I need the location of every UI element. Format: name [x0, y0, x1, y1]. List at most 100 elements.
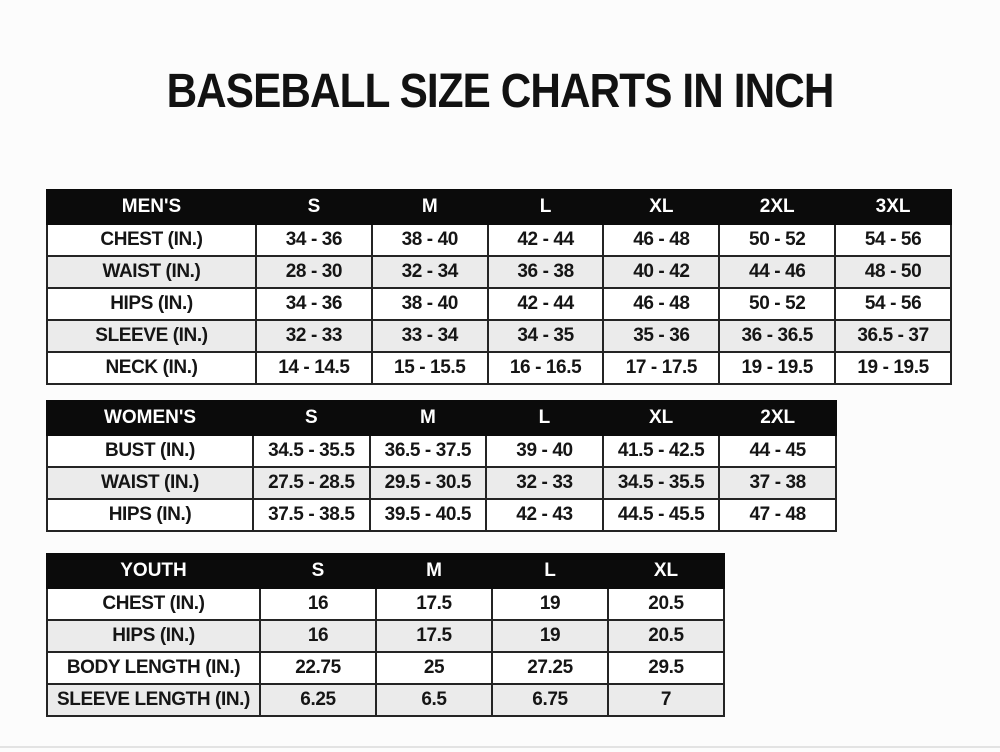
value-cell: 6.25 [259, 683, 377, 717]
value-cell: 39.5 - 40.5 [368, 498, 488, 532]
value-cell: 17.5 [375, 619, 493, 653]
value-cell: 6.75 [491, 683, 609, 717]
value-cell: 6.5 [375, 683, 493, 717]
value-cell: 19 - 19.5 [718, 351, 837, 385]
value-cell: 17 - 17.5 [602, 351, 721, 385]
table-row: CHEST (IN.) 16 17.5 19 20.5 [46, 587, 725, 621]
value-cell: 34 - 36 [255, 287, 373, 321]
value-cell: 42 - 44 [486, 223, 605, 257]
size-header-cell: XL [602, 189, 721, 225]
table-row: HIPS (IN.) 16 17.5 19 20.5 [46, 619, 725, 653]
header-row: WOMEN'S S M L XL 2XL [46, 400, 837, 436]
value-cell: 16 - 16.5 [486, 351, 605, 385]
size-header-cell: L [485, 400, 604, 436]
table-row: HIPS (IN.) 34 - 36 38 - 40 42 - 44 46 - 48 50… [46, 287, 952, 321]
table-row: CHEST (IN.) 34 - 36 38 - 40 42 - 44 46 - 48 5… [46, 223, 952, 257]
value-cell: 47 - 48 [718, 498, 837, 532]
value-cell: 38 - 40 [370, 287, 489, 321]
value-cell: 35 - 36 [602, 319, 721, 353]
table-row: NECK (IN.) 14 - 14.5 15 - 15.5 16 - 16.5 17 … [46, 351, 952, 385]
value-cell: 29.5 - 30.5 [368, 466, 488, 500]
value-cell: 19 [491, 587, 609, 621]
value-cell: 20.5 [607, 619, 725, 653]
header-row: MEN'S S M L XL 2XL 3XL [46, 189, 952, 225]
value-cell: 46 - 48 [602, 223, 721, 257]
value-cell: 50 - 52 [718, 223, 837, 257]
value-cell: 28 - 30 [255, 255, 373, 289]
value-cell: 48 - 50 [834, 255, 952, 289]
measurement-label-cell: HIPS (IN.) [46, 619, 261, 653]
measurement-label-cell: WAIST (IN.) [46, 255, 257, 289]
value-cell: 16 [259, 587, 377, 621]
scan-artifact-line [0, 746, 1000, 748]
measurement-label-cell: WAIST (IN.) [46, 466, 254, 500]
value-cell: 34.5 - 35.5 [252, 434, 371, 468]
measurement-label-cell: HIPS (IN.) [46, 287, 257, 321]
value-cell: 44 - 46 [718, 255, 837, 289]
measurement-label-cell: SLEEVE (IN.) [46, 319, 257, 353]
value-cell: 16 [259, 619, 377, 653]
value-cell: 37.5 - 38.5 [252, 498, 371, 532]
table-row: WAIST (IN.) 28 - 30 32 - 34 36 - 38 40 - 42 4… [46, 255, 952, 289]
table-row: SLEEVE (IN.) 32 - 33 33 - 34 34 - 35 35 - 36… [46, 319, 952, 353]
value-cell: 54 - 56 [834, 223, 952, 257]
value-cell: 42 - 43 [485, 498, 604, 532]
size-header-cell: 3XL [834, 189, 952, 225]
value-cell: 20.5 [607, 587, 725, 621]
table-row: BODY LENGTH (IN.) 22.75 25 27.25 29.5 [46, 651, 725, 685]
value-cell: 44.5 - 45.5 [601, 498, 721, 532]
mens-size-table: MEN'S S M L XL 2XL 3XL CHEST (IN.) 34 - 36 38 - 4… [46, 189, 952, 385]
value-cell: 33 - 34 [370, 319, 489, 353]
value-cell: 32 - 33 [255, 319, 373, 353]
value-cell: 37 - 38 [718, 466, 837, 500]
value-cell: 38 - 40 [370, 223, 489, 257]
size-header-cell: S [259, 553, 377, 589]
size-header-cell: S [255, 189, 373, 225]
value-cell: 39 - 40 [485, 434, 604, 468]
value-cell: 15 - 15.5 [370, 351, 489, 385]
size-header-cell: S [252, 400, 371, 436]
value-cell: 34 - 36 [255, 223, 373, 257]
value-cell: 36 - 38 [486, 255, 605, 289]
size-header-cell: 2XL [718, 400, 837, 436]
measurement-label-cell: BODY LENGTH (IN.) [46, 651, 261, 685]
size-header-cell: M [370, 189, 489, 225]
measurement-label-cell: HIPS (IN.) [46, 498, 254, 532]
value-cell: 32 - 34 [370, 255, 489, 289]
value-cell: 19 [491, 619, 609, 653]
value-cell: 27.25 [491, 651, 609, 685]
womens-size-table: WOMEN'S S M L XL 2XL BUST (IN.) 34.5 - 35.5 36.5… [46, 400, 837, 532]
value-cell: 7 [607, 683, 725, 717]
value-cell: 36.5 - 37.5 [368, 434, 488, 468]
group-header-cell: MEN'S [46, 189, 257, 225]
value-cell: 14 - 14.5 [255, 351, 373, 385]
value-cell: 29.5 [607, 651, 725, 685]
value-cell: 36.5 - 37 [834, 319, 952, 353]
value-cell: 34.5 - 35.5 [601, 466, 721, 500]
table-row: SLEEVE LENGTH (IN.) 6.25 6.5 6.75 7 [46, 683, 725, 717]
size-header-cell: L [486, 189, 605, 225]
measurement-label-cell: BUST (IN.) [46, 434, 254, 468]
value-cell: 46 - 48 [602, 287, 721, 321]
table-row: BUST (IN.) 34.5 - 35.5 36.5 - 37.5 39 - 40 4… [46, 434, 837, 468]
value-cell: 32 - 33 [485, 466, 604, 500]
value-cell: 50 - 52 [718, 287, 837, 321]
header-row: YOUTH S M L XL [46, 553, 725, 589]
value-cell: 41.5 - 42.5 [601, 434, 721, 468]
value-cell: 42 - 44 [486, 287, 605, 321]
table-row: WAIST (IN.) 27.5 - 28.5 29.5 - 30.5 32 - 33… [46, 466, 837, 500]
size-header-cell: 2XL [718, 189, 837, 225]
size-header-cell: XL [601, 400, 721, 436]
value-cell: 54 - 56 [834, 287, 952, 321]
measurement-label-cell: NECK (IN.) [46, 351, 257, 385]
size-header-cell: L [491, 553, 609, 589]
measurement-label-cell: SLEEVE LENGTH (IN.) [46, 683, 261, 717]
size-header-cell: M [368, 400, 488, 436]
size-header-cell: XL [607, 553, 725, 589]
youth-size-table: YOUTH S M L XL CHEST (IN.) 16 17.5 19 20.5 HIPS (I… [46, 553, 725, 717]
value-cell: 44 - 45 [718, 434, 837, 468]
value-cell: 40 - 42 [602, 255, 721, 289]
table-row: HIPS (IN.) 37.5 - 38.5 39.5 - 40.5 42 - 43 4… [46, 498, 837, 532]
page-title: BASEBALL SIZE CHARTS IN INCH [166, 65, 835, 118]
value-cell: 34 - 35 [486, 319, 605, 353]
